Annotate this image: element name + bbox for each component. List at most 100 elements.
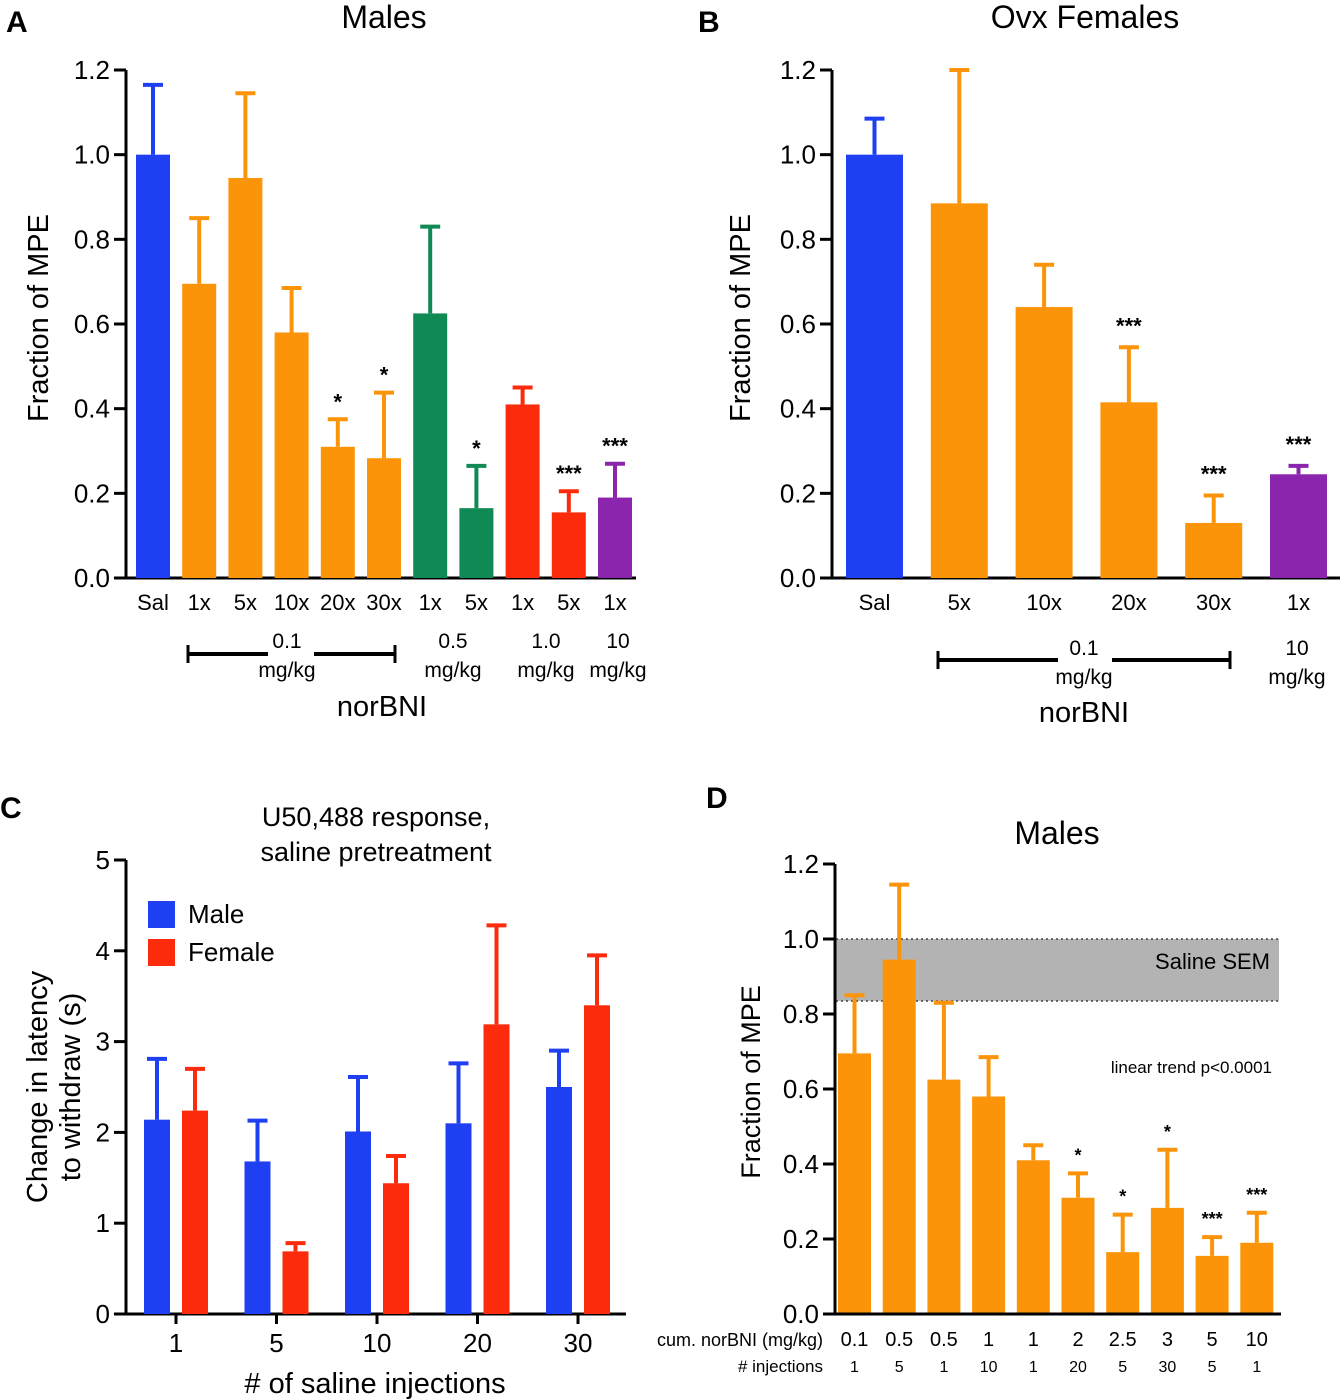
panel-b-x-ticks: Sal 5x 10x 20x 30x 1x xyxy=(859,590,1311,615)
panel-d-significance-marker: *** xyxy=(1202,1209,1223,1229)
panel-a-xtick-label: 1x xyxy=(188,590,211,615)
panel-a-ytick-label: 0.8 xyxy=(74,224,110,254)
panel-c-female-bar xyxy=(383,1183,409,1314)
panel-c-ylabel: Change in latency xyxy=(22,970,54,1203)
panel-b-ytick-label: 1.0 xyxy=(780,140,816,170)
panel-d-title: Males xyxy=(1014,815,1099,851)
panel-d-bar xyxy=(927,1079,961,1314)
panel-d-significance-marker: * xyxy=(1164,1122,1171,1142)
panel-d-injection-label: 30 xyxy=(1159,1359,1177,1376)
panel-a-unit-4: mg/kg xyxy=(589,659,646,682)
panel-d: D Males Fraction of MPE Saline SEM 0.00.… xyxy=(657,782,1281,1376)
panel-a-bar xyxy=(182,283,217,578)
saline-sem-label: Saline SEM xyxy=(1155,949,1270,974)
panel-c-female-bar xyxy=(182,1110,208,1314)
panel-b-ytick-label: 0.2 xyxy=(780,478,816,508)
panel-a-bar xyxy=(505,404,540,578)
panel-c-xtick-label: 10 xyxy=(363,1328,392,1358)
panel-a-x-ticks: Sal 1x 5x 10x 20x 30x 1x 5x 1x 5x 1x xyxy=(137,590,627,615)
panel-d-dose-label: 3 xyxy=(1162,1329,1173,1351)
panel-a-ytick-label: 0.6 xyxy=(74,309,110,339)
panel-d-bar xyxy=(1106,1252,1140,1314)
linear-trend-annotation: linear trend p<0.0001 xyxy=(1111,1058,1272,1077)
panel-a-significance-marker: *** xyxy=(556,461,582,486)
panel-a-bar xyxy=(136,154,170,578)
panel-d-injection-label: 10 xyxy=(980,1359,998,1376)
panel-c-male-bar xyxy=(445,1123,472,1314)
panel-d-ytick-label: 0.0 xyxy=(783,1299,819,1329)
panel-d-y-ticks: 0.0 0.2 0.4 0.6 0.8 1.0 1.2 xyxy=(783,849,835,1329)
panel-c-ytick-label: 5 xyxy=(96,845,110,875)
panel-c-female-bar xyxy=(483,1024,510,1314)
panel-b-bar xyxy=(1185,522,1243,578)
panel-b-ytick-label: 0.6 xyxy=(780,309,816,339)
panel-a-ytick-label: 0.4 xyxy=(74,394,110,424)
panel-d-dose-label: 1 xyxy=(983,1329,994,1351)
panel-c-xlabel: # of saline injections xyxy=(244,1368,505,1400)
row1-label: cum. norBNI (mg/kg) xyxy=(657,1330,823,1350)
panel-b-y-ticks: 0.0 0.2 0.4 0.6 0.8 1.0 1.2 xyxy=(780,55,832,593)
panel-a-bar xyxy=(551,512,586,578)
panel-c-y-ticks: 0 1 2 3 4 5 xyxy=(96,845,126,1329)
panel-d-injection-label: 1 xyxy=(850,1359,859,1376)
panel-b-ytick-label: 1.2 xyxy=(780,55,816,85)
panel-b-significance: *** *** *** xyxy=(1116,313,1312,486)
panel-a-xtick-label: 1x xyxy=(419,590,442,615)
panel-d-dose-label: 2 xyxy=(1072,1329,1083,1351)
panel-b-label: B xyxy=(698,6,720,39)
panel-d-ytick-label: 0.2 xyxy=(783,1224,819,1254)
panel-a-dose-2: 0.5 xyxy=(438,630,467,653)
panel-b-ytick-label: 0.0 xyxy=(780,563,816,593)
panel-d-bar xyxy=(972,1096,1006,1314)
panel-d-significance-marker: *** xyxy=(1246,1185,1267,1205)
panel-a-y-ticks: 0.0 0.2 0.4 0.6 0.8 1.0 1.2 xyxy=(74,55,126,593)
panel-d-ytick-label: 0.8 xyxy=(783,999,819,1029)
panel-d-dose-label: 5 xyxy=(1207,1329,1218,1351)
panel-d-injection-label: 20 xyxy=(1069,1359,1087,1376)
panel-c-male-bar xyxy=(244,1161,271,1314)
panel-a-dose-4: 10 xyxy=(606,630,629,653)
panel-d-injection-label: 5 xyxy=(1118,1359,1127,1376)
panel-d-bar xyxy=(882,959,916,1314)
panel-d-row2: 1 5 1 10 1 20 5 30 5 1 xyxy=(850,1359,1261,1376)
panel-b-unit-2: mg/kg xyxy=(1268,666,1325,689)
panel-c-ytick-label: 1 xyxy=(96,1208,110,1238)
panel-a-bars xyxy=(136,82,632,578)
panel-d-ytick-label: 1.0 xyxy=(783,924,819,954)
panel-b-xtick-label: Sal xyxy=(859,590,891,615)
panel-d-ytick-label: 1.2 xyxy=(783,849,819,879)
panel-a-xtick-label: 10x xyxy=(274,590,309,615)
panel-b-dose-1: 0.1 xyxy=(1069,637,1098,660)
panel-a-bar xyxy=(459,508,494,578)
panel-b-xtick-label: 10x xyxy=(1026,590,1061,615)
panel-d-dose-label: 0.5 xyxy=(930,1329,958,1351)
panel-a-xtick-label: 5x xyxy=(557,590,580,615)
panel-a-significance-marker: * xyxy=(472,436,481,461)
panel-b-bars xyxy=(846,68,1327,578)
panel-c-male-bar xyxy=(345,1131,371,1314)
legend-male-swatch xyxy=(148,901,175,928)
panel-b: B Ovx Females Fraction of MPE 0.00.20.40… xyxy=(698,0,1340,729)
panel-b-bar xyxy=(1270,474,1327,578)
panel-a-xtick-label: 1x xyxy=(511,590,534,615)
panel-a-dose-3: 1.0 xyxy=(531,630,560,653)
panel-c-ytick-label: 3 xyxy=(96,1027,110,1057)
panel-b-unit-1: mg/kg xyxy=(1055,666,1112,689)
panel-d-row1: 0.1 0.5 0.5 1 1 2 2.5 3 5 10 xyxy=(841,1329,1268,1351)
panel-d-dose-label: 2.5 xyxy=(1109,1329,1137,1351)
panel-c-male-bar xyxy=(546,1087,572,1314)
panel-a-xlabel: norBNI xyxy=(337,691,427,723)
legend-male-label: Male xyxy=(188,899,244,929)
panel-c-ytick-label: 4 xyxy=(96,936,110,966)
panel-d-injection-label: 1 xyxy=(1029,1359,1038,1376)
panel-a-bar xyxy=(274,332,309,578)
panel-d-ytick-label: 0.6 xyxy=(783,1074,819,1104)
panel-a-xtick-label: 5x xyxy=(234,590,257,615)
panel-a-title: Males xyxy=(341,0,426,35)
panel-d-bar xyxy=(1195,1255,1229,1314)
panel-d-bar xyxy=(1061,1197,1095,1314)
panel-c-ytick-label: 0 xyxy=(96,1299,110,1329)
panel-a-bar xyxy=(228,177,263,578)
panel-b-significance-marker: *** xyxy=(1201,461,1227,486)
panel-a-bar xyxy=(320,446,355,578)
